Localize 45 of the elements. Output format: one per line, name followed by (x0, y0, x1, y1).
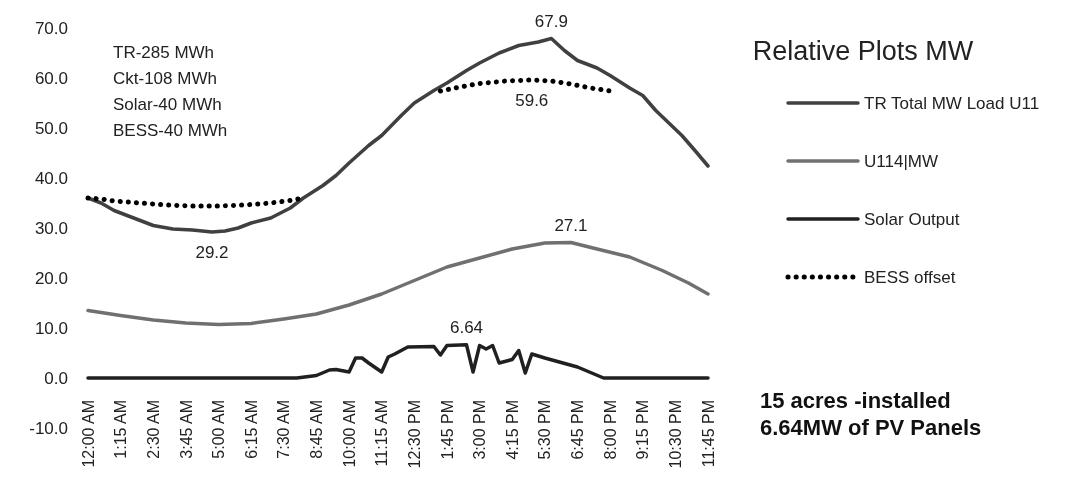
x-tick-label: 7:30 AM (275, 400, 293, 459)
x-tick-label: 9:15 PM (634, 400, 652, 460)
x-tick-label: 5:00 AM (210, 400, 228, 459)
y-tick-label: 40.0 (34, 168, 68, 188)
x-tick-label: 5:30 PM (536, 400, 554, 460)
legend-label: U114|MW (864, 151, 939, 171)
x-tick-label: 3:45 AM (177, 400, 195, 459)
x-tick-label: 3:00 PM (471, 400, 489, 460)
annotation: Solar-40 MWh (113, 95, 222, 114)
annotation: 27.1 (554, 215, 588, 235)
legend-label: TR Total MW Load U11 (864, 93, 1040, 113)
annotation: BESS-40 MWh (113, 121, 228, 140)
annotation: 59.6 (515, 91, 549, 110)
legend-label: BESS offset (864, 267, 956, 287)
line-series (86, 343, 710, 380)
annotation: Ckt-108 MWh (113, 69, 217, 88)
x-tick-label: 12:30 PM (405, 400, 423, 469)
x-tick-label: 1:15 AM (112, 400, 130, 459)
x-tick-label: 2:30 AM (144, 400, 162, 459)
x-tick-label: 6:15 AM (242, 400, 260, 459)
annotation: 67.9 (534, 11, 568, 31)
y-tick-label: 60.0 (34, 68, 68, 88)
x-tick-label: 1:45 PM (438, 400, 456, 460)
annotation: TR-285 MWh (113, 43, 215, 62)
x-tick-label: 10:00 AM (340, 400, 358, 468)
legend-label: Solar Output (864, 209, 960, 229)
annotation: 29.2 (195, 243, 229, 262)
x-tick-label: 6:45 PM (569, 400, 587, 460)
text: Relative Plots MW (752, 36, 974, 66)
x-tick-label: 4:15 PM (503, 400, 521, 460)
y-tick-label: 0.0 (44, 368, 68, 388)
y-tick-label: 70.0 (34, 18, 68, 38)
x-tick-label: 11:15 AM (373, 400, 391, 467)
y-tick-label: 20.0 (34, 268, 68, 288)
y-tick-label: 50.0 (34, 118, 68, 138)
y-tick-label: 10.0 (34, 318, 68, 338)
x-tick-label: 8:45 AM (308, 400, 326, 459)
y-tick-label: 30.0 (34, 218, 68, 238)
text: 15 acres -installed 6.64MW of PV Panels (760, 388, 982, 440)
x-tick-label: 12:00 AM (79, 400, 97, 468)
x-tick-label: 11:45 PM (699, 400, 717, 468)
x-tick-label: 8:00 PM (601, 400, 619, 460)
annotation: 6.64 (449, 317, 484, 337)
y-tick-label: -10.0 (29, 418, 68, 438)
x-tick-label: 10:30 PM (666, 400, 684, 469)
